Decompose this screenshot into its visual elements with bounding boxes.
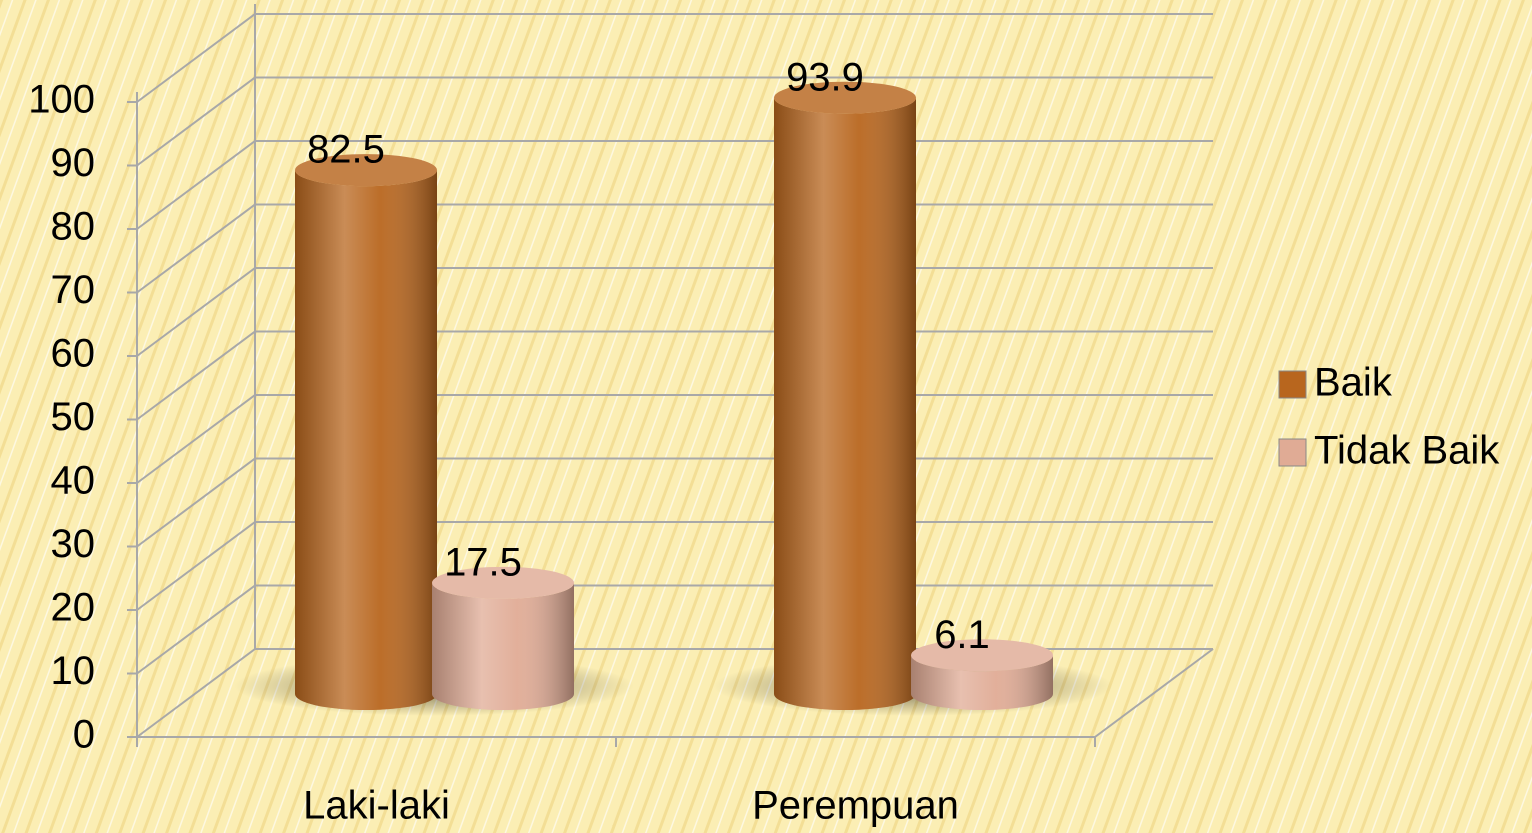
bar-shade (432, 582, 574, 710)
legend-label: Baik (1314, 361, 1393, 405)
value-label: 17.5 (444, 540, 522, 584)
y-tick-label: 60 (51, 332, 96, 376)
y-tick-label: 100 (28, 78, 95, 122)
bar-top-highlight (295, 154, 437, 187)
bar-top (774, 81, 916, 114)
floor-edge (1094, 648, 1214, 738)
bar-top-highlight (911, 639, 1053, 672)
bar-shade (774, 97, 916, 711)
legend-label: Tidak Baik (1314, 429, 1500, 473)
y-tick-label: 90 (51, 141, 96, 185)
y-tick-label: 20 (51, 586, 96, 630)
bar-top (295, 154, 437, 187)
value-label: 93.9 (786, 55, 864, 99)
bar-shade (911, 655, 1053, 710)
x-tick-label: Laki-laki (303, 784, 450, 828)
legend-swatch (1278, 438, 1307, 467)
x-tick-label: Perempuan (752, 784, 959, 828)
bar-top (432, 566, 574, 599)
y-tick-label: 80 (51, 205, 96, 249)
y-tick-label: 40 (51, 459, 96, 503)
y-tick-label: 0 (73, 713, 95, 757)
y-tick-label: 50 (51, 395, 96, 439)
grid-line (136, 13, 1213, 103)
bar-top-highlight (432, 566, 574, 599)
value-label: 6.1 (934, 613, 990, 657)
bar-shade (295, 170, 437, 710)
grid-line (136, 76, 1213, 167)
bar-top (911, 639, 1053, 672)
y-tick-label: 70 (51, 268, 96, 312)
bar-top-highlight (774, 81, 916, 114)
legend-swatch (1278, 370, 1307, 399)
y-tick-label: 10 (51, 649, 96, 693)
value-label: 82.5 (307, 128, 385, 172)
y-tick-label: 30 (51, 522, 96, 566)
